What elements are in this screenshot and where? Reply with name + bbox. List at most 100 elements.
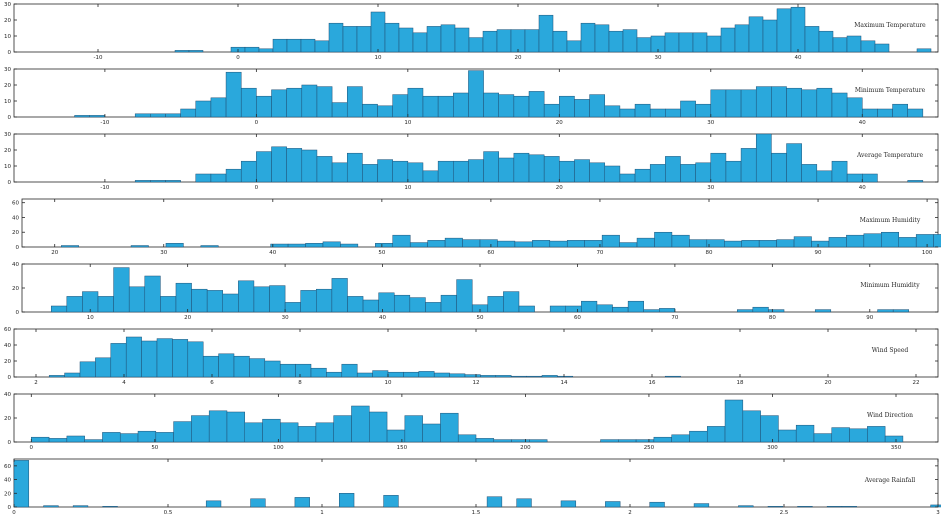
- panel-3-bar: [846, 173, 863, 183]
- panel-3-bar: [634, 168, 651, 183]
- panel-2-bar: [256, 95, 272, 118]
- panel-1-bar: [272, 38, 288, 53]
- panel-2-bar: [286, 87, 303, 118]
- panel-7-bar: [618, 439, 637, 443]
- panel-8-xtick-label: 1.5: [472, 510, 481, 516]
- panel-1-bar: [706, 35, 722, 53]
- panel-3-bar: [392, 160, 409, 183]
- panel-7-bar: [475, 438, 495, 443]
- panel-7-bar: [226, 411, 246, 443]
- panel-4-bar: [270, 243, 289, 248]
- panel-2-ytick-label: 30: [4, 67, 11, 73]
- panel-4-bar: [532, 240, 551, 248]
- panel-1-bar: [342, 26, 358, 53]
- panel-4-bar: [776, 239, 795, 248]
- panel-7-bar: [102, 432, 121, 443]
- panel-7-xtick-label: 300: [767, 445, 778, 451]
- panel-6-bar: [187, 341, 204, 378]
- panel-6-bar: [526, 375, 543, 378]
- panel-4-bar: [409, 242, 428, 248]
- panel-4-bar: [165, 243, 184, 248]
- panel-8-bar: [841, 506, 857, 508]
- panel-3-bar: [362, 164, 378, 183]
- panel-7-bar: [671, 434, 690, 443]
- panel-1-bar: [370, 11, 386, 53]
- panel-7-bar: [369, 411, 388, 443]
- panel-5-bar: [456, 279, 473, 313]
- panel-3-xtick-label: 30: [707, 185, 714, 191]
- panel-1-xtick-label: -10: [94, 55, 103, 61]
- panel-1-bar: [496, 29, 512, 53]
- panel-4-bar: [61, 245, 79, 248]
- panel-6-bar: [79, 361, 96, 378]
- panel-8-ytick-label: 40: [4, 478, 11, 484]
- panel-7-bar: [511, 439, 530, 443]
- panel-4-xtick-label: 100: [922, 250, 933, 256]
- panel-5-xtick-label: 80: [769, 315, 776, 321]
- panel-4-bar: [375, 243, 394, 248]
- panel-1-bar: [720, 27, 736, 53]
- panel-3-bar: [559, 160, 575, 183]
- panel-2-xtick-label: -10: [100, 120, 109, 126]
- panel-6-bar: [156, 338, 173, 378]
- panel-3-bar: [589, 162, 606, 183]
- panel-2-title: Minimum Temperature: [855, 87, 926, 94]
- panel-7-ytick-label: 40: [4, 392, 11, 398]
- panel-5-bar: [284, 302, 301, 313]
- panel-4-bar: [340, 243, 359, 248]
- panel-3-bar: [755, 133, 772, 183]
- panel-6-bar: [141, 340, 158, 378]
- panel-8-bar: [649, 501, 665, 508]
- panel-3-title: Average Temperature: [856, 152, 924, 159]
- panel-5-bar: [596, 304, 613, 313]
- panel-5-bar: [612, 306, 629, 313]
- panel-5-ytick-label: 0: [16, 310, 20, 316]
- panel-1-bar: [244, 46, 260, 53]
- panel-1-xtick-label: 20: [515, 55, 522, 61]
- panel-8-bar: [72, 505, 89, 508]
- panel-3-bar: [301, 149, 318, 183]
- panel-2-bar: [801, 89, 818, 118]
- panel-3-xtick-label: 40: [859, 185, 866, 191]
- panel-1-bar: [482, 30, 498, 53]
- panel-5-bar: [362, 299, 379, 313]
- panel-3-bar: [710, 152, 727, 183]
- panel-6-bar: [64, 372, 81, 378]
- panel-6-xtick-label: 18: [737, 380, 744, 386]
- panel-7-bar: [404, 415, 423, 443]
- panel-5-bar: [206, 290, 223, 313]
- panel-6-xtick-label: 16: [649, 380, 656, 386]
- panel-2-bar: [574, 99, 590, 118]
- panel-6-bar: [433, 372, 450, 378]
- panel-2-bar: [392, 94, 409, 118]
- panel-2-bar: [680, 100, 696, 118]
- panel-7-bar: [831, 427, 850, 443]
- panel-4-bar: [497, 240, 516, 248]
- panel-1-bar: [524, 29, 540, 53]
- panel-4-bar: [706, 239, 725, 248]
- panel-4-bar: [200, 245, 219, 248]
- panel-7-bar: [635, 439, 655, 443]
- panel-4-ytick-label: 0: [16, 245, 20, 251]
- panel-6-ytick-label: 60: [4, 327, 11, 333]
- panel-8-bar: [693, 503, 710, 508]
- panel-5-bar: [222, 293, 239, 313]
- panel-1-bar: [454, 27, 470, 53]
- panel-7-xtick-label: 250: [644, 445, 655, 451]
- panel-2-ytick-label: 20: [4, 83, 11, 89]
- panel-2-bar: [240, 87, 257, 118]
- panel-5-bar: [300, 290, 317, 313]
- panel-5-bar: [425, 302, 442, 313]
- panel-6-ytick-label: 40: [4, 343, 11, 349]
- panel-6-xtick-label: 22: [913, 380, 920, 386]
- panel-8-bar: [338, 493, 355, 508]
- panel-2-bar: [195, 100, 212, 118]
- panel-8-xtick-label: 2: [628, 510, 632, 516]
- panel-1-bar: [510, 29, 526, 53]
- panel-3-bar: [619, 173, 636, 183]
- panel-8-title: Average Rainfall: [864, 477, 916, 484]
- panel-2-bar: [589, 94, 606, 118]
- panel-4-bar: [130, 245, 149, 248]
- panel-5-bar: [82, 291, 99, 313]
- panel-7-bar: [84, 439, 103, 443]
